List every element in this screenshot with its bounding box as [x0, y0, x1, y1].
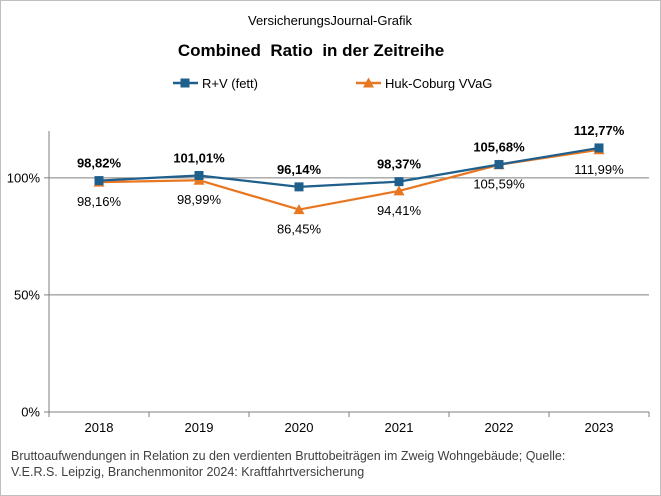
point-rv-2021 [394, 177, 404, 187]
x-tick-label-2018: 2018 [85, 420, 114, 435]
point-rv-2018 [94, 176, 104, 186]
data-label-huk-2021: 94,41% [377, 203, 422, 218]
y-tick-label: 0% [21, 405, 40, 420]
x-tick-label-2023: 2023 [585, 420, 614, 435]
footnote: Bruttoaufwendungen in Relation zu den ve… [11, 448, 651, 480]
legend-label-huk: Huk-Coburg VVaG [385, 76, 492, 91]
x-tick-label-2019: 2019 [185, 420, 214, 435]
chart-title: Combined Ratio in der Zeitreihe [178, 41, 444, 60]
data-label-huk-2023: 111,99% [574, 162, 624, 177]
data-labels: 98,82% 101,01% 96,14% 98,37% 105,68% 112,77% 9… [77, 123, 625, 237]
data-label-huk-2020: 86,45% [277, 222, 322, 237]
x-tick-label-2022: 2022 [485, 420, 514, 435]
legend-marker-rv [180, 78, 190, 88]
data-label-rv-2021: 98,37% [377, 157, 422, 172]
point-rv-2019 [194, 170, 204, 180]
legend: R+V (fett) Huk-Coburg VVaG [173, 76, 492, 91]
data-label-huk-2022: 105,59% [473, 177, 525, 192]
data-label-rv-2019: 101,01% [173, 150, 225, 165]
point-rv-2020 [294, 182, 304, 192]
data-label-rv-2018: 98,82% [77, 156, 122, 171]
point-huk-2020 [293, 204, 305, 215]
series-markers [93, 143, 605, 215]
legend-label-rv: R+V (fett) [202, 76, 258, 91]
source-line: VersicherungsJournal-Grafik [248, 13, 413, 28]
series-line-rv [98, 146, 600, 188]
data-label-huk-2018: 98,16% [77, 194, 122, 209]
data-label-rv-2020: 96,14% [277, 162, 322, 177]
axes: 0% 50% 100% 2018 2019 2020 2021 2022 2023 [7, 131, 650, 435]
series-lines [98, 146, 600, 211]
point-huk-2021 [393, 185, 405, 196]
data-label-rv-2022: 105,68% [473, 140, 525, 155]
data-label-rv-2023: 112,77% [574, 123, 625, 138]
footnote-line-2: V.E.R.S. Leipzig, Branchenmonitor 2024: … [11, 465, 365, 479]
data-label-huk-2019: 98,99% [177, 192, 222, 207]
point-rv-2022 [494, 160, 504, 170]
x-tick-label-2020: 2020 [285, 420, 314, 435]
footnote-line-1: Bruttoaufwendungen in Relation zu den ve… [11, 449, 566, 463]
y-tick-label: 50% [14, 287, 40, 302]
point-rv-2023 [594, 143, 604, 153]
x-tick-label-2021: 2021 [385, 420, 414, 435]
legend-marker-huk [363, 77, 374, 88]
y-tick-label: 100% [7, 170, 41, 185]
